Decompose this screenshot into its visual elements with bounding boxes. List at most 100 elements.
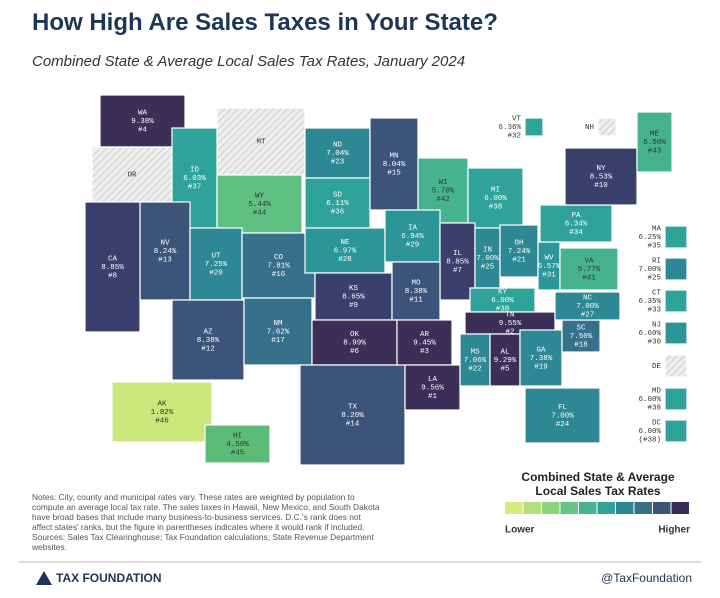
state-code: CO xyxy=(274,254,284,262)
state-rate: 7.50% xyxy=(570,333,593,341)
state-rank: #30 xyxy=(647,338,661,346)
state-code: MD xyxy=(652,387,662,395)
state-rank: #12 xyxy=(201,345,215,353)
state-code: WA xyxy=(138,109,148,117)
state-rank: #32 xyxy=(507,132,521,140)
state-code: RI xyxy=(652,257,661,265)
state xyxy=(474,227,501,289)
state-rate: 8.65% xyxy=(342,293,365,301)
state xyxy=(636,111,673,173)
state-rank: #1 xyxy=(428,393,438,401)
state-rank: #21 xyxy=(512,256,526,264)
state-rate: 9.56% xyxy=(421,384,444,392)
state xyxy=(664,387,688,411)
state-rate: 7.00% xyxy=(638,266,661,274)
state-rank: #44 xyxy=(253,209,267,217)
state-rate: 8.20% xyxy=(341,412,364,420)
legend-swatch xyxy=(505,502,523,514)
legend-swatch xyxy=(653,502,671,514)
state-rank: #42 xyxy=(436,196,450,204)
state-rank: #25 xyxy=(647,274,661,282)
state-rate: 7.06% xyxy=(464,357,487,365)
state-code: NC xyxy=(583,294,593,302)
state-code: VT xyxy=(512,115,522,123)
state-code: WY xyxy=(255,192,265,200)
legend-swatch xyxy=(579,502,597,514)
state-rank: #25 xyxy=(481,263,495,271)
state-code: MT xyxy=(256,138,266,146)
legend-swatch xyxy=(671,502,689,514)
legend-low: Lower xyxy=(505,525,535,536)
state-code: TN xyxy=(505,311,514,319)
note-line: Sources: Sales Tax Clearinghouse; Tax Fo… xyxy=(32,532,375,542)
state-rank: #29 xyxy=(406,241,420,249)
state-code: IN xyxy=(483,246,492,254)
state xyxy=(111,381,213,443)
state-rate: 7.00% xyxy=(551,412,574,420)
state xyxy=(664,257,688,281)
state-rate: 8.85% xyxy=(101,264,124,272)
legend-high: Higher xyxy=(658,525,690,536)
state xyxy=(539,204,613,243)
note-line: have broad bases that include many busin… xyxy=(32,512,362,522)
note-line: affect states' ranks, but the figure in … xyxy=(32,522,364,532)
state-code: OK xyxy=(350,331,360,339)
state-rank: #20 xyxy=(209,269,223,277)
state-rank: #11 xyxy=(409,296,423,304)
state xyxy=(99,94,186,148)
legend-swatch xyxy=(560,502,578,514)
state-rate: 6.00% xyxy=(484,195,507,203)
map: WA9.38%#4 OR MT ID6.03%#37 WY5.44%#44 ND7.04%… xyxy=(84,94,688,466)
note-line: websites. xyxy=(31,542,67,552)
state-rate: 8.24% xyxy=(154,248,177,256)
state xyxy=(664,354,688,378)
state-code: SD xyxy=(333,191,343,199)
state-rank: #35 xyxy=(647,242,661,250)
note-line: Notes: City, county and municipal rates … xyxy=(32,492,355,502)
state xyxy=(84,201,141,333)
state-code: NM xyxy=(273,320,283,328)
state-rank: #31 xyxy=(542,271,556,279)
brand-logo xyxy=(36,571,52,585)
state-rank: #43 xyxy=(648,147,662,155)
state-rate: 7.38% xyxy=(530,355,553,363)
legend-title: Combined State & Average xyxy=(521,470,674,484)
state-rate: 5.44% xyxy=(248,201,271,209)
state xyxy=(189,227,243,301)
state-code: MA xyxy=(652,225,662,233)
state-rate: 5.77% xyxy=(578,266,601,274)
state xyxy=(524,117,544,137)
state xyxy=(139,201,191,301)
state-code: GA xyxy=(536,346,546,354)
handle: @TaxFoundation xyxy=(601,571,692,585)
legend-swatch xyxy=(597,502,615,514)
state-rate: 6.94% xyxy=(401,233,424,241)
state xyxy=(314,272,393,321)
state-code: DC xyxy=(652,419,662,427)
state-code: IL xyxy=(453,250,463,258)
state-rate: 9.29% xyxy=(494,357,517,365)
state xyxy=(384,209,441,263)
state-rate: 7.24% xyxy=(508,248,531,256)
state-rate: 6.60% xyxy=(638,330,661,338)
state-code: ID xyxy=(190,166,200,174)
state xyxy=(499,224,539,278)
state-code: WI xyxy=(438,179,447,187)
subtitle: Combined State & Average Local Sales Tax… xyxy=(32,53,465,70)
brand: TAX FOUNDATION xyxy=(56,571,162,585)
state xyxy=(559,247,619,291)
state-rate: 6.00% xyxy=(638,396,661,404)
state-rate: 6.97% xyxy=(334,247,357,255)
state-rank: #22 xyxy=(468,365,482,373)
state xyxy=(304,227,386,274)
state xyxy=(459,333,491,387)
state-rank: #19 xyxy=(534,363,548,371)
state-rank: #3 xyxy=(420,348,430,356)
state-rank: #45 xyxy=(231,449,245,457)
state xyxy=(241,232,316,299)
state-rank: #16 xyxy=(272,271,286,279)
state-code: WV xyxy=(544,254,554,262)
state xyxy=(469,287,536,313)
state-rank: #23 xyxy=(331,158,345,166)
state xyxy=(404,364,461,411)
